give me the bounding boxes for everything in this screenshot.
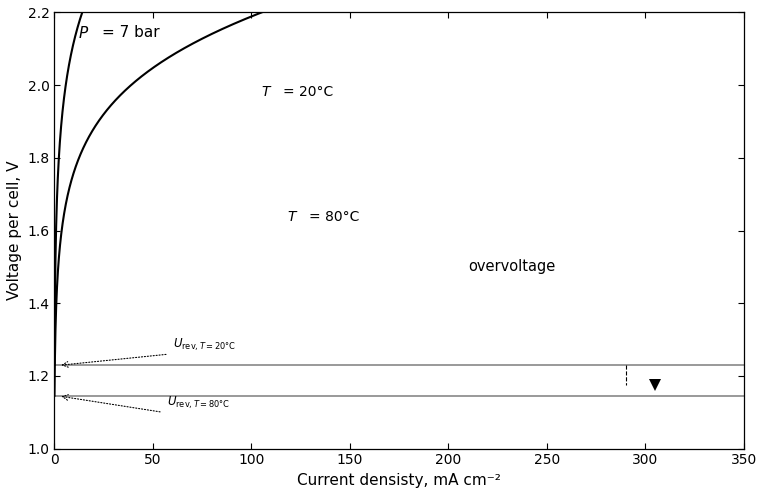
Text: = 7 bar: = 7 bar — [102, 25, 160, 40]
Text: $T$: $T$ — [261, 85, 273, 99]
Text: $U_{\rm rev,\mathit{T}=20°C}$: $U_{\rm rev,\mathit{T}=20°C}$ — [173, 337, 236, 353]
Text: $P$: $P$ — [78, 25, 89, 41]
Text: = 20°C: = 20°C — [283, 85, 333, 99]
X-axis label: Current densisty, mA cm⁻²: Current densisty, mA cm⁻² — [297, 473, 501, 488]
Text: = 80°C: = 80°C — [309, 210, 359, 224]
Text: $T$: $T$ — [287, 210, 298, 224]
Y-axis label: Voltage per cell, V: Voltage per cell, V — [7, 161, 22, 300]
Text: overvoltage: overvoltage — [468, 258, 555, 274]
Text: $U_{\rm rev,\mathit{T}=80°C}$: $U_{\rm rev,\mathit{T}=80°C}$ — [167, 395, 230, 411]
